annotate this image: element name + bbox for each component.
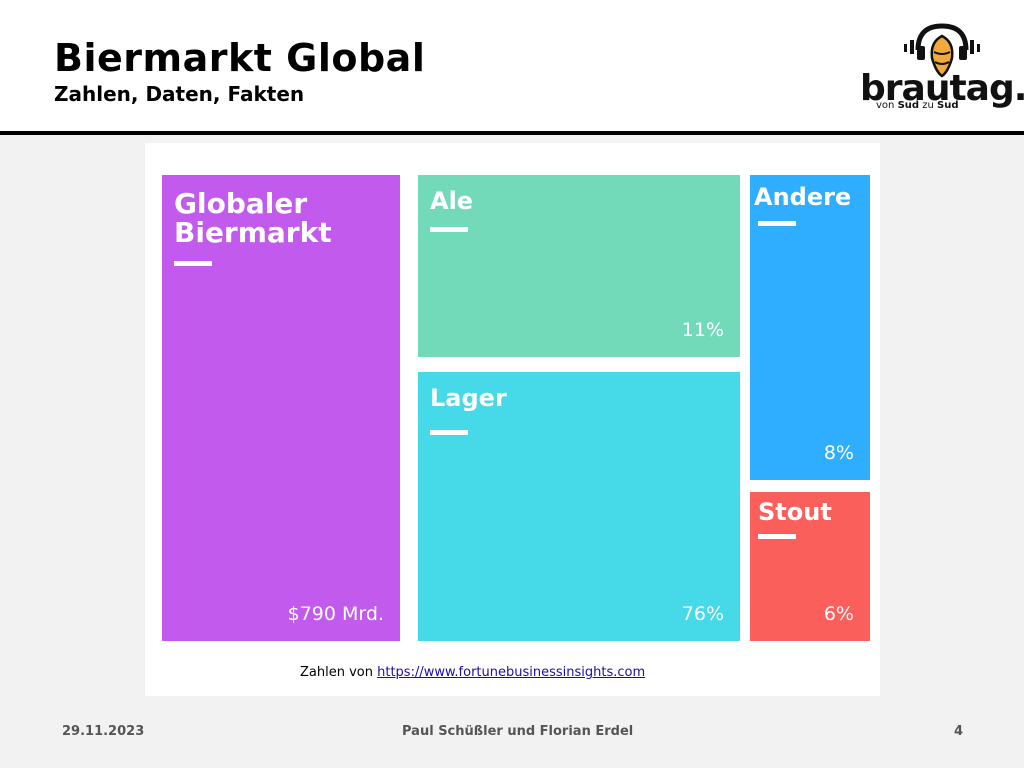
tile-ale: Ale 11% [418,175,740,357]
footer-date: 29.11.2023 [62,724,145,739]
tile-total-underline [174,261,212,266]
tile-ale-value: 11% [681,319,724,341]
slide-subtitle: Zahlen, Daten, Fakten [54,82,305,106]
tile-lager-label: Lager [430,384,507,412]
treemap-chart: Globaler Biermarkt $790 Mrd. Ale 11% Lag… [145,143,880,696]
tile-andere-label: Andere [754,183,852,211]
hop-headphones-icon [904,23,980,78]
tile-andere-underline [758,221,796,226]
tile-lager-underline [430,430,468,435]
tile-ale-label: Ale [430,187,474,215]
tile-stout-value: 6% [823,603,854,625]
tile-total: Globaler Biermarkt $790 Mrd. [162,175,400,641]
slide-title: Biermarkt Global [54,36,426,80]
tile-stout-label: Stout [758,498,832,526]
header-band [0,0,1024,133]
source-prefix: Zahlen von [300,665,378,680]
tile-stout-underline [758,534,796,539]
source-note: Zahlen von https://www.fortunebusinessin… [300,665,645,680]
tile-andere: Andere 8% [750,175,870,480]
tile-lager-value: 76% [681,603,724,625]
tile-lager: Lager 76% [418,372,740,641]
source-link[interactable]: https://www.fortunebusinessinsights.com [377,665,646,680]
logo-tagline: von Sud zu Sud [876,100,959,111]
brautag-logo: brautag. von Sud zu Sud [858,20,1024,120]
footer-authors: Paul Schüßler und Florian Erdel [402,724,634,739]
tile-total-value: $790 Mrd. [287,603,384,625]
logo-wordmark: brautag. [860,68,1024,109]
tile-total-label: Globaler Biermarkt [174,187,332,250]
header-divider [0,131,1024,135]
tile-andere-value: 8% [823,442,854,464]
tile-stout: Stout 6% [750,492,870,641]
footer-page-number: 4 [954,724,964,739]
tile-ale-underline [430,227,468,232]
